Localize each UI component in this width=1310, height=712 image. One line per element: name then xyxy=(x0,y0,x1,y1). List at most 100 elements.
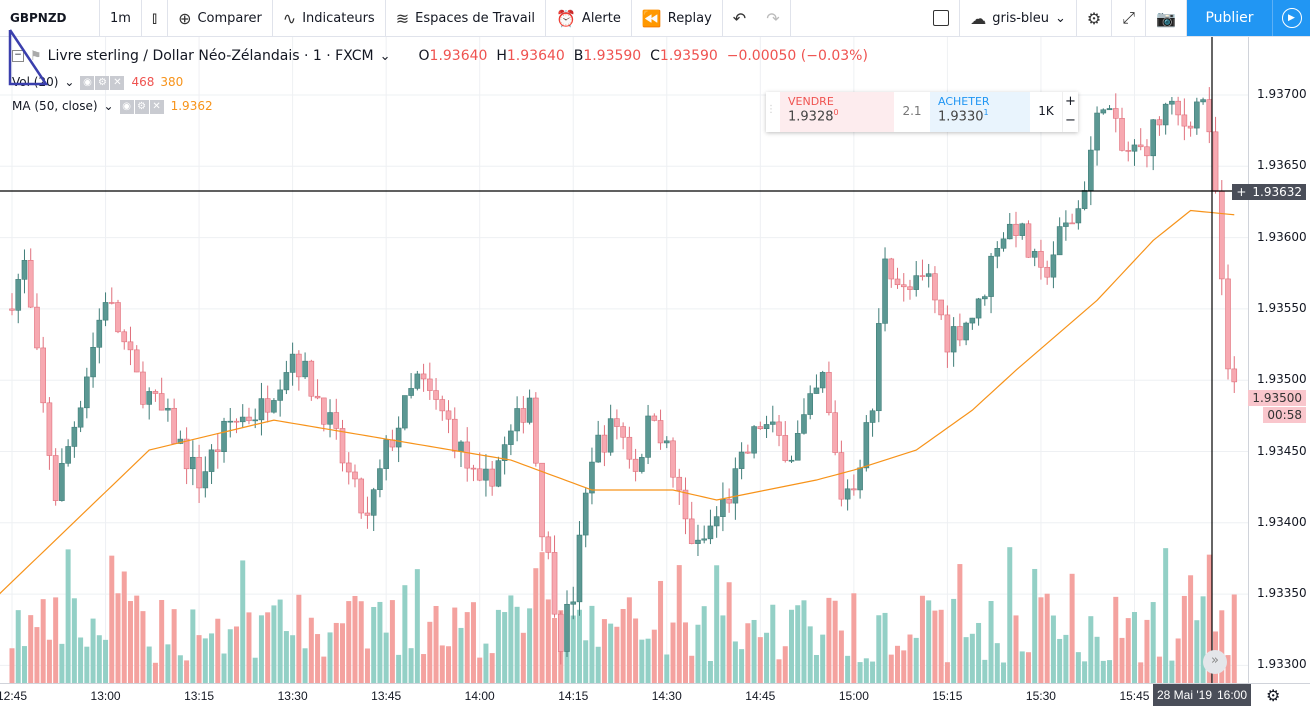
candle-body xyxy=(65,446,71,464)
candle-body xyxy=(982,296,988,300)
volume-bar xyxy=(795,605,801,683)
scroll-to-realtime-button[interactable]: » xyxy=(1203,650,1227,674)
drag-handle-icon[interactable]: ⋮⋮ xyxy=(766,104,786,115)
increase-qty-button[interactable]: + xyxy=(1065,94,1076,109)
volume-bar xyxy=(801,600,807,683)
candle-body xyxy=(133,349,140,373)
drawing-triangle[interactable] xyxy=(8,28,48,88)
replay-button[interactable]: ⏪ Replay xyxy=(632,0,723,36)
volume-bar xyxy=(620,608,626,683)
volume-bar xyxy=(184,660,190,683)
chart-type-button[interactable]: ⫾ xyxy=(142,0,169,36)
candle-body xyxy=(595,434,601,463)
volume-bar xyxy=(770,604,776,683)
buy-button[interactable]: ACHETER 1.93301 xyxy=(930,92,1030,132)
volume-bar xyxy=(701,606,707,683)
redo-button[interactable]: ↷ xyxy=(756,0,791,36)
candle-body xyxy=(1150,119,1156,157)
volume-bar xyxy=(1044,593,1050,683)
eye-icon: ◉ xyxy=(119,100,134,114)
candle-body xyxy=(576,534,583,603)
volume-bar xyxy=(1131,612,1137,683)
candle-body xyxy=(46,402,53,456)
indicators-button[interactable]: ∿ Indicateurs xyxy=(273,0,386,36)
volume-bar xyxy=(1050,615,1056,683)
square-icon xyxy=(933,10,950,26)
volume-bar xyxy=(308,617,314,683)
chevron-down-icon: ⌄ xyxy=(1055,10,1066,26)
workspaces-button[interactable]: ≋ Espaces de Travail xyxy=(386,0,546,36)
interval-button[interactable]: 1m xyxy=(100,0,142,36)
candle-body xyxy=(1125,150,1132,152)
candle-body xyxy=(776,421,782,436)
symbol-search[interactable]: GBPNZD xyxy=(0,0,100,36)
price-axis[interactable]: 1.93700 1.93650 1.93600 1.93550 1.93500 1.934… xyxy=(1248,37,1310,683)
time-tick: 14:15 xyxy=(558,689,589,703)
volume-bar xyxy=(396,654,402,683)
redo-icon: ↷ xyxy=(766,8,780,28)
alert-button[interactable]: ⏰ Alerte xyxy=(546,0,632,36)
decrease-qty-button[interactable]: − xyxy=(1065,113,1076,128)
undo-button[interactable]: ↶ xyxy=(723,0,756,36)
volume-bar xyxy=(863,658,869,683)
time-tick: 15:00 xyxy=(838,689,869,703)
candle-body xyxy=(258,398,265,421)
candle-body xyxy=(277,389,283,401)
candle-body xyxy=(757,426,764,430)
volume-bar xyxy=(1200,596,1206,683)
close-icon: ✕ xyxy=(110,76,125,90)
ma-indicator-name[interactable]: MA (50, close) xyxy=(12,99,98,113)
fullscreen-button[interactable]: ⤢ xyxy=(1112,0,1147,36)
volume-legend: Vol (20) ⌄ ◉ ⚙ ✕ 468 380 xyxy=(12,74,184,90)
volume-bar xyxy=(1013,615,1019,683)
indicator-controls[interactable]: ◉ ⚙ ✕ xyxy=(119,98,165,114)
fullscreen-box-button[interactable] xyxy=(923,0,961,36)
volume-bar xyxy=(682,622,688,683)
candles-icon: ⫾ xyxy=(151,8,158,27)
collapse-icon[interactable]: − xyxy=(12,50,24,62)
candle-body xyxy=(957,326,963,341)
candle-body xyxy=(769,421,776,425)
candle-body xyxy=(807,393,814,415)
play-button[interactable]: ▶ xyxy=(1272,0,1310,36)
candle-body xyxy=(239,416,246,423)
theme-button[interactable]: ☁ gris-bleu ⌄ xyxy=(960,0,1077,36)
candle-body xyxy=(657,420,664,444)
publish-button[interactable]: Publier xyxy=(1187,0,1272,36)
quantity-value[interactable]: 1K xyxy=(1038,104,1054,118)
candle-body xyxy=(1206,99,1213,133)
time-axis[interactable]: 28 Mai '19 16:00 ⚙ 12:45 13:00 13:15 13:30 1… xyxy=(0,683,1310,712)
candle-body xyxy=(988,255,994,297)
sell-button[interactable]: VENDRE 1.93280 xyxy=(780,92,894,132)
volume-bar xyxy=(28,615,34,683)
last-price-label: 1.93500 xyxy=(1248,390,1306,406)
candle-body xyxy=(826,372,832,414)
symbol-title[interactable]: Livre sterling / Dollar Néo-Zélandais · … xyxy=(47,48,374,64)
candle-body xyxy=(676,476,683,491)
candle-body xyxy=(165,407,171,411)
volume-bar xyxy=(714,565,720,683)
volume-bar xyxy=(439,645,445,683)
volume-bar xyxy=(626,597,632,683)
indicator-controls[interactable]: ◉ ⚙ ✕ xyxy=(80,74,125,90)
volume-bar xyxy=(333,622,339,683)
volume-bar xyxy=(533,568,539,683)
compare-button[interactable]: ⊕ Comparer xyxy=(168,0,273,36)
candle-body xyxy=(333,412,340,429)
candle-body xyxy=(1162,103,1169,126)
ohlc-values: O1.93640 H1.93640 B1.93590 C1.93590 −0.0… xyxy=(418,48,868,64)
candle-body xyxy=(794,433,801,461)
settings-button[interactable]: ⚙ xyxy=(1077,0,1113,36)
gear-icon[interactable]: ⚙ xyxy=(1266,688,1281,705)
candle-body xyxy=(564,603,570,652)
price-chart[interactable] xyxy=(0,37,1248,683)
volume-bar xyxy=(651,629,657,683)
spread-value: 2.1 xyxy=(902,104,922,118)
volume-indicator-name[interactable]: Vol (20) xyxy=(12,75,59,89)
gear-icon: ⚙ xyxy=(134,100,149,114)
volume-bar xyxy=(221,653,227,683)
candle-body xyxy=(90,346,96,378)
snapshot-button[interactable]: 📷 xyxy=(1146,0,1187,36)
volume-bar xyxy=(290,635,296,683)
volume-bar xyxy=(296,594,302,683)
